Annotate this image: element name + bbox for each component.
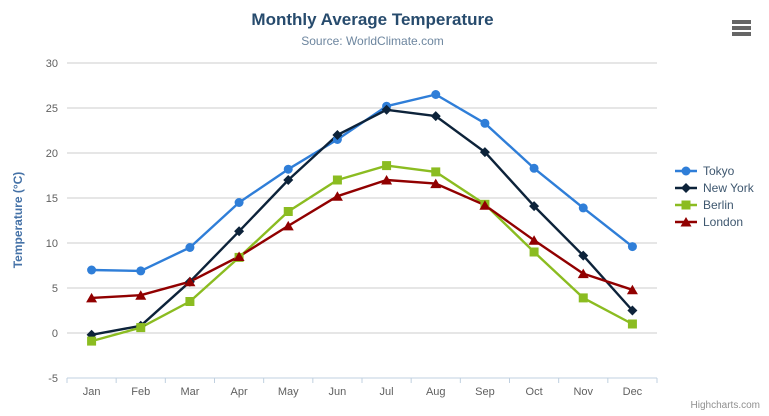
series-marker[interactable] xyxy=(136,323,146,333)
x-axis-label: Apr xyxy=(231,386,248,398)
series-marker[interactable] xyxy=(578,293,588,303)
y-axis-label: -5 xyxy=(48,373,58,385)
series-marker[interactable] xyxy=(431,167,441,177)
x-axis-label: Jan xyxy=(83,386,101,398)
square-marker-icon xyxy=(675,200,697,210)
series-marker[interactable] xyxy=(479,147,490,158)
series-marker[interactable] xyxy=(578,203,588,213)
triangle-marker-icon xyxy=(675,217,697,227)
series-marker[interactable] xyxy=(136,266,146,276)
series-marker[interactable] xyxy=(578,250,589,261)
credits-link[interactable]: Highcharts.com xyxy=(690,400,760,411)
series-line-berlin xyxy=(91,164,633,343)
series-marker[interactable] xyxy=(479,200,491,210)
export-menu-button[interactable] xyxy=(730,17,754,39)
legend-label: Berlin xyxy=(703,198,734,212)
legend-label: New York xyxy=(703,181,754,195)
series-marker[interactable] xyxy=(381,175,393,185)
series-line-new-york xyxy=(91,108,634,336)
y-axis-label: 20 xyxy=(46,148,58,160)
circle-icon xyxy=(681,166,691,176)
x-axis-label: Aug xyxy=(426,386,446,398)
y-axis-label: 15 xyxy=(46,193,58,205)
x-axis-label: Feb xyxy=(131,386,150,398)
y-axis-title: Temperature (°C) xyxy=(11,171,25,269)
x-axis-label: Dec xyxy=(623,386,643,398)
series-line-london xyxy=(91,178,633,300)
series-marker[interactable] xyxy=(234,198,244,207)
y-axis-label: 5 xyxy=(52,283,58,295)
legend-item-berlin[interactable]: Berlin xyxy=(674,198,754,212)
series-marker[interactable] xyxy=(626,284,638,295)
series-marker[interactable] xyxy=(184,276,196,287)
series-marker[interactable] xyxy=(331,191,343,201)
series-marker[interactable] xyxy=(234,226,245,237)
series-marker[interactable] xyxy=(283,175,294,185)
y-axis-label: 30 xyxy=(46,58,58,70)
series-marker[interactable] xyxy=(431,90,441,99)
legend-item-tokyo[interactable]: Tokyo xyxy=(674,164,754,178)
legend-label: London xyxy=(703,215,744,229)
chart-title: Monthly Average Temperature xyxy=(251,10,494,29)
legend-label: Tokyo xyxy=(703,164,735,178)
series-line-tokyo xyxy=(91,93,634,273)
x-axis-label: Jun xyxy=(329,386,347,398)
square-icon xyxy=(681,200,691,210)
series-marker[interactable] xyxy=(86,292,98,303)
series-marker[interactable] xyxy=(87,265,97,275)
x-axis-label: May xyxy=(278,386,299,398)
y-axis-label: 25 xyxy=(46,103,58,115)
series-marker[interactable] xyxy=(627,242,637,252)
legend-item-london[interactable]: London xyxy=(674,215,754,229)
triangle-icon xyxy=(680,217,692,227)
series-marker[interactable] xyxy=(529,201,540,212)
series-marker[interactable] xyxy=(233,251,245,262)
hamburger-icon xyxy=(732,26,751,30)
series-marker[interactable] xyxy=(381,104,392,115)
hamburger-icon xyxy=(732,32,751,36)
diamond-marker-icon xyxy=(675,183,697,193)
series-marker[interactable] xyxy=(332,130,343,140)
x-axis-label: Sep xyxy=(475,386,495,398)
hamburger-icon xyxy=(732,20,751,24)
diamond-icon xyxy=(681,183,691,193)
series-marker[interactable] xyxy=(382,161,392,171)
circle-marker-icon xyxy=(675,166,697,176)
y-axis-label: 0 xyxy=(52,328,58,340)
series-marker[interactable] xyxy=(282,220,294,231)
chart-subtitle: Source: WorldClimate.com xyxy=(301,34,444,48)
series-marker[interactable] xyxy=(430,178,442,189)
series-marker[interactable] xyxy=(529,163,539,173)
series-marker[interactable] xyxy=(185,243,195,252)
x-axis-label: Jul xyxy=(380,386,394,398)
x-axis-label: Nov xyxy=(573,386,593,398)
x-axis-label: Oct xyxy=(526,386,543,398)
series-marker[interactable] xyxy=(332,175,342,185)
series-marker[interactable] xyxy=(528,235,540,245)
series-marker[interactable] xyxy=(627,305,638,316)
series-marker[interactable] xyxy=(185,297,195,306)
legend-item-new-york[interactable]: New York xyxy=(674,181,754,195)
series-marker[interactable] xyxy=(283,207,293,216)
series-marker[interactable] xyxy=(430,111,441,122)
x-axis-label: Mar xyxy=(180,386,199,398)
series-marker[interactable] xyxy=(577,268,589,279)
series-marker[interactable] xyxy=(529,247,539,257)
series-marker[interactable] xyxy=(480,118,490,128)
series-marker[interactable] xyxy=(627,319,637,329)
legend: Tokyo New York Berlin London xyxy=(674,164,754,229)
series-marker[interactable] xyxy=(135,290,147,300)
series-marker[interactable] xyxy=(283,164,293,174)
series-marker[interactable] xyxy=(87,336,97,346)
y-axis-label: 10 xyxy=(46,238,58,250)
